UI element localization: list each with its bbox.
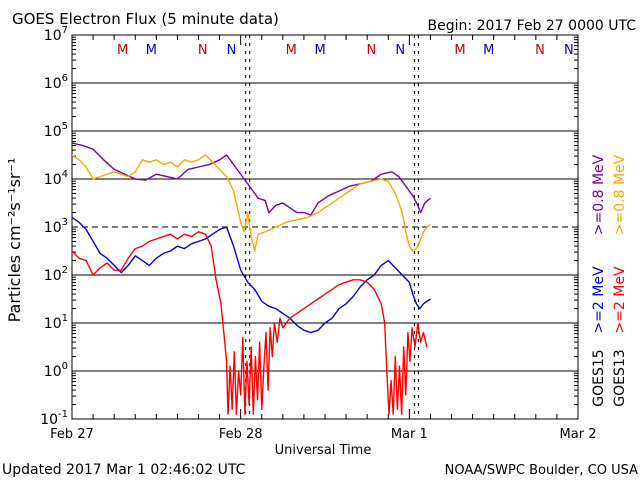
y-tick-label: 10-1 [40, 409, 68, 428]
midnight-noon-marker: N [227, 43, 237, 58]
midnight-noon-marker: N [367, 43, 377, 58]
midnight-noon-marker: N [198, 43, 208, 58]
y-tick-exponent: 5 [62, 121, 68, 132]
y-tick-label: 104 [44, 169, 68, 188]
legend-satellite: GOES15 [591, 349, 607, 406]
y-tick-exponent: 6 [62, 73, 68, 84]
legend-entry: >=2 MeV [612, 266, 628, 334]
begin-label: Begin: 2017 Feb 27 0000 UTC [428, 18, 637, 34]
y-tick-label: 105 [44, 121, 68, 140]
legend-entry: >=0.8 MeV [591, 154, 607, 235]
updated-label: Updated 2017 Mar 1 02:46:02 UTC [2, 462, 246, 478]
y-tick-exponent: 4 [62, 169, 68, 180]
x-tick-label: Feb 27 [50, 427, 94, 442]
y-tick-exponent: 3 [62, 217, 68, 228]
midnight-noon-marker: N [564, 43, 574, 58]
credit-label: NOAA/SWPC Boulder, CO USA [445, 463, 638, 478]
x-tick-label: Mar 2 [560, 427, 597, 442]
y-tick-label: 101 [44, 313, 68, 332]
midnight-noon-marker: M [146, 43, 157, 58]
series-line [71, 216, 431, 334]
midnight-noon-marker: N [395, 43, 405, 58]
y-tick-exponent: 7 [62, 25, 68, 36]
y-tick-label: 102 [44, 265, 68, 284]
series-line [71, 142, 431, 216]
legend-entry: >=0.8 MeV [612, 154, 628, 235]
midnight-noon-marker: M [286, 43, 297, 58]
x-axis-label: Universal Time [275, 443, 372, 458]
x-tick-label: Mar 1 [391, 427, 428, 442]
midnight-noon-marker: M [483, 43, 494, 58]
y-tick-label: 100 [44, 361, 68, 380]
y-tick-exponent: -1 [58, 409, 68, 420]
chart-title: GOES Electron Flux (5 minute data) [12, 10, 279, 28]
midnight-noon-marker: N [535, 43, 545, 58]
legend-satellite: GOES13 [612, 349, 628, 406]
x-tick-label: Feb 28 [219, 427, 263, 442]
y-axis-label: Particles cm⁻²s⁻¹sr⁻¹ [5, 158, 24, 323]
y-tick-label: 107 [44, 25, 68, 44]
y-tick-exponent: 0 [62, 361, 68, 372]
midnight-noon-marker: M [454, 43, 465, 58]
y-tick-exponent: 2 [62, 265, 68, 276]
series-line [71, 154, 431, 252]
y-tick-label: 103 [44, 217, 68, 236]
midnight-noon-marker: M [117, 43, 128, 58]
y-tick-label: 106 [44, 73, 68, 92]
legend-entry: >=2 MeV [591, 266, 607, 334]
midnight-noon-marker: M [314, 43, 325, 58]
series-line [71, 231, 428, 415]
y-tick-exponent: 1 [62, 313, 68, 324]
